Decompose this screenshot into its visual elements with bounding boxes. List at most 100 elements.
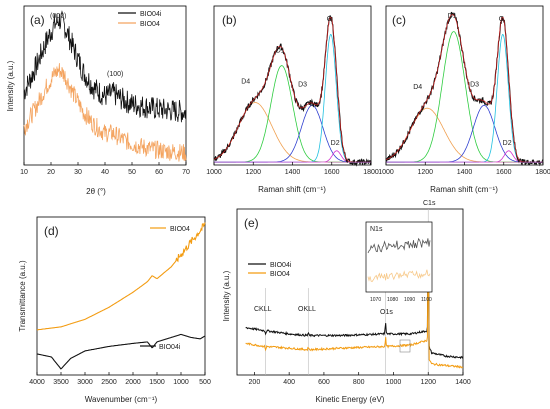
legend-label-e-bio04i: BIO04i — [270, 262, 292, 269]
peak-label-d3: D3 — [470, 81, 479, 88]
peak-label-d2: D2 — [331, 140, 340, 147]
peak-label-d4: D4 — [241, 79, 250, 86]
annotation-c1s: C1s — [423, 200, 436, 207]
panel-d-frame — [36, 216, 206, 376]
raman-tick-label: 1200 — [417, 169, 433, 176]
ftir-tick-label: 1000 — [173, 379, 189, 386]
panel-e-label: (e) — [244, 216, 259, 230]
y-axis-label-d: Transmittance (a.u.) — [18, 260, 27, 332]
raman-tick-label: 1000 — [206, 169, 222, 176]
peak-d1 — [214, 65, 371, 163]
ftir-line-bio04i — [36, 333, 206, 370]
legend-label-d-bio04i: BIO04i — [159, 344, 181, 351]
inset-zoom-box — [399, 339, 411, 353]
panel-b-label: (b) — [222, 13, 237, 27]
raman-spectrum — [213, 15, 372, 167]
ftir-tick-label: 1500 — [149, 379, 165, 386]
peak-label-g: G — [327, 16, 332, 23]
y-axis-label-e: Intensity (a.u.) — [222, 270, 231, 321]
ftir-tick-label: 2500 — [101, 379, 117, 386]
panel-a-ticks: 10 20 30 40 50 60 70 — [20, 162, 190, 176]
panel-d: (d) 4000 3500 3000 2500 2000 1500 1000 500 BIO0… — [18, 216, 211, 404]
annotation-ckll: CKLL — [254, 306, 272, 313]
annotation-002: (002) — [50, 13, 66, 20]
raman-tick-label: 1600 — [496, 169, 512, 176]
xrd-tick-label: 60 — [155, 169, 163, 176]
series-line-bio04 — [23, 63, 187, 162]
ftir-tick-label: 3500 — [53, 379, 69, 386]
xrd-tick-label: 70 — [182, 169, 190, 176]
series-line-bio04i — [23, 10, 187, 123]
x-axis-label-c: Raman shift (cm⁻¹) — [430, 185, 498, 194]
xrd-tick-label: 30 — [74, 169, 82, 176]
peak-d1 — [386, 31, 543, 163]
raman-fit — [213, 16, 371, 163]
annotation-o1s: O1s — [380, 309, 393, 316]
raman-tick-label: 1800 — [535, 169, 550, 176]
peak-d3 — [214, 105, 371, 163]
legend-label-bio04: BIO04 — [140, 21, 160, 28]
raman-fit — [385, 14, 543, 163]
panel-e-ticks: 200 400 600 800 1000 1200 1400 — [249, 372, 471, 386]
y-axis-label-a: Intensity (a.u.) — [6, 60, 15, 111]
panel-a-series — [23, 10, 187, 162]
peak-g — [214, 33, 371, 163]
panel-c-ticks: 1000 1200 1400 1600 1800 — [378, 162, 550, 176]
raman-tick-label: 1400 — [457, 169, 473, 176]
peak-label-g: G — [499, 16, 504, 23]
xps-tick-label: 600 — [318, 379, 330, 386]
raman-tick-label: 1000 — [378, 169, 394, 176]
peak-d4 — [213, 102, 371, 163]
ftir-tick-label: 3000 — [77, 379, 93, 386]
xrd-tick-label: 50 — [128, 169, 136, 176]
xrd-tick-label: 10 — [20, 169, 28, 176]
xps-inset: N1s 1070 1080 1090 1100 — [365, 221, 433, 303]
ftir-line-bio04 — [36, 222, 206, 331]
legend-label-e-bio04: BIO04 — [270, 271, 290, 278]
peak-label-d3: D3 — [298, 81, 307, 88]
inset-frame — [365, 221, 433, 293]
xrd-tick-label: 20 — [47, 169, 55, 176]
xps-tick-label: 200 — [249, 379, 261, 386]
peak-d4 — [385, 107, 543, 163]
annotation-100: (100) — [107, 71, 123, 78]
panel-c-frame — [385, 5, 544, 166]
x-axis-label-e: Kinetic Energy (eV) — [316, 395, 385, 404]
panel-b: (b) D4 D1 D3 G D2 1000 1200 1400 1600 1800 Raman… — [206, 5, 379, 194]
inset-series-bio04 — [367, 269, 431, 283]
ftir-tick-label: 4000 — [29, 379, 45, 386]
xps-line-bio04i — [245, 248, 464, 360]
xps-tick-label: 1200 — [420, 379, 436, 386]
legend-label-bio04i: BIO04i — [140, 11, 162, 18]
panel-a-label: (a) — [30, 13, 45, 27]
raman-tick-label: 1600 — [324, 169, 340, 176]
inset-series-bio04i — [367, 237, 431, 254]
peak-label-d1: D1 — [448, 13, 457, 20]
inset-tick-1090: 1090 — [404, 297, 415, 303]
inset-tick-1100: 1100 — [421, 297, 432, 303]
xps-tick-label: 1400 — [455, 379, 471, 386]
panel-c-label: (c) — [392, 13, 406, 27]
raman-spectrum — [385, 11, 544, 167]
panel-d-series — [36, 222, 206, 370]
panel-b-ticks: 1000 1200 1400 1600 1800 — [206, 162, 379, 176]
raman-tick-label: 1400 — [285, 169, 301, 176]
panel-a: (a) 10 20 30 40 50 60 70 (002) (100) BIO04i BI… — [6, 5, 190, 196]
inset-tick-1080: 1080 — [387, 297, 398, 303]
inset-tick-1070: 1070 — [370, 297, 381, 303]
panel-b-series: D4 D1 D3 G D2 — [213, 15, 372, 167]
peak-g — [386, 33, 543, 163]
panel-e: (e) 200 400 600 800 1000 1200 1400 BIO04i BIO0… — [222, 200, 471, 404]
x-axis-label-a: 2θ (°) — [86, 187, 106, 196]
ftir-tick-label: 2000 — [125, 379, 141, 386]
xrd-tick-label: 40 — [101, 169, 109, 176]
peak-label-d1: D1 — [276, 47, 285, 54]
x-axis-label-b: Raman shift (cm⁻¹) — [258, 185, 326, 194]
panel-a-frame — [23, 5, 187, 166]
inset-label: N1s — [370, 226, 383, 233]
annotation-okll: OKLL — [298, 306, 316, 313]
panel-d-ticks: 4000 3500 3000 2500 2000 1500 1000 500 — [29, 372, 211, 386]
panel-c-series: D4 D1 D3 G D2 — [385, 11, 544, 167]
xps-line-bio04 — [245, 256, 464, 369]
